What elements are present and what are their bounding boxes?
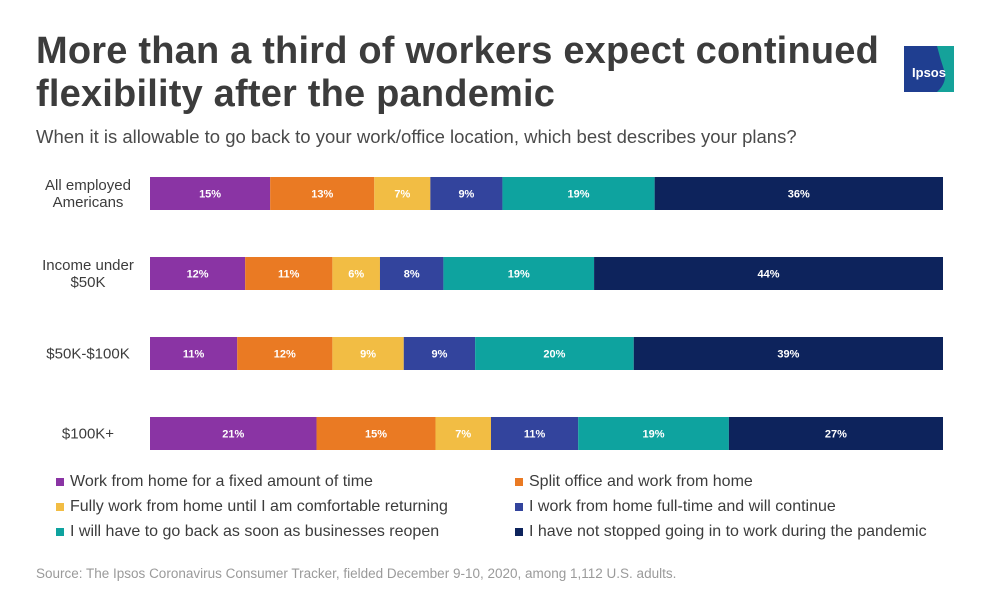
legend-swatch — [515, 478, 523, 486]
data-label: 11% — [183, 349, 205, 361]
data-label: 39% — [777, 349, 799, 361]
legend-item: Work from home for a fixed amount of tim… — [56, 473, 373, 491]
data-label: 15% — [365, 429, 387, 441]
legend-item: Split office and work from home — [515, 473, 753, 491]
data-label: 36% — [788, 189, 810, 201]
bar-segment — [237, 337, 333, 370]
data-label: 9% — [431, 349, 447, 361]
bar-segment — [245, 257, 333, 290]
data-label: 15% — [199, 189, 221, 201]
bar-segment — [332, 337, 404, 370]
data-label: 19% — [568, 189, 590, 201]
legend-item: I have not stopped going in to work duri… — [515, 523, 927, 541]
legend-swatch — [56, 503, 64, 511]
data-label: 7% — [455, 429, 471, 441]
bar-segment — [374, 177, 431, 210]
legend-label: I have not stopped going in to work duri… — [529, 523, 927, 540]
data-label: 20% — [543, 349, 565, 361]
legend-swatch — [515, 503, 523, 511]
legend-item: Fully work from home until I am comforta… — [56, 498, 448, 516]
bar-segment — [379, 257, 444, 290]
logo-accent — [937, 46, 954, 92]
legend-swatch — [56, 528, 64, 536]
data-label: 8% — [404, 269, 420, 281]
logo-text: Ipsos — [912, 65, 946, 80]
bar-segment — [502, 177, 655, 210]
legend-item: I work from home full-time and will cont… — [515, 498, 836, 516]
bar-segment — [150, 337, 238, 370]
stacked-bar-chart: All employed Americans 15% 13% 7% 9% 19% 36% Inc… — [42, 177, 943, 450]
data-label: 7% — [394, 189, 410, 201]
bar-segment — [578, 417, 729, 450]
bar-segment — [728, 417, 943, 450]
legend-label: I work from home full-time and will cont… — [529, 498, 836, 515]
data-label: 9% — [458, 189, 474, 201]
legend-swatch — [515, 528, 523, 536]
bar-segment — [435, 417, 491, 450]
data-label: 27% — [825, 429, 847, 441]
data-label: 21% — [222, 429, 244, 441]
bar-segment — [475, 337, 634, 370]
bar-segment — [150, 257, 246, 290]
legend-item: I will have to go back as soon as busine… — [56, 523, 439, 541]
chart-subtitle: When it is allowable to go back to your … — [36, 126, 797, 147]
bar-segment — [430, 177, 503, 210]
bar-segment — [490, 417, 579, 450]
legend-label: I will have to go back as soon as busine… — [70, 523, 440, 540]
bar-segment — [594, 257, 943, 290]
bar-segment — [633, 337, 943, 370]
legend-label: Work from home for a fixed amount of tim… — [70, 473, 373, 490]
data-label: 19% — [643, 429, 665, 441]
data-label: 6% — [348, 269, 364, 281]
bar-segment — [443, 257, 595, 290]
bar-segment — [270, 177, 375, 210]
ipsos-logo: Ipsos — [904, 46, 954, 92]
bar-segment — [403, 337, 476, 370]
legend-swatch — [56, 478, 64, 486]
data-label: 11% — [278, 269, 300, 281]
data-label: 13% — [311, 189, 333, 201]
category-label: $50K-$100K — [46, 346, 129, 363]
source-note: Source: The Ipsos Coronavirus Consumer T… — [36, 566, 677, 581]
legend-label: Split office and work from home — [529, 473, 753, 490]
data-label: 44% — [758, 269, 780, 281]
category-label: All employed Americans — [45, 177, 131, 211]
data-label: 19% — [508, 269, 530, 281]
data-label: 11% — [524, 429, 546, 441]
bar-segment — [150, 177, 271, 210]
category-label: $100K+ — [62, 426, 114, 443]
bar-segment — [654, 177, 943, 210]
chart-title: More than a third of workers expect cont… — [36, 30, 880, 115]
data-label: 12% — [187, 269, 209, 281]
legend-label: Fully work from home until I am comforta… — [70, 498, 448, 515]
bar-segment — [316, 417, 436, 450]
bar-segment — [332, 257, 380, 290]
data-label: 9% — [360, 349, 376, 361]
data-label: 12% — [274, 349, 296, 361]
category-label: Income under $50K — [42, 257, 134, 291]
bar-segment — [150, 417, 317, 450]
